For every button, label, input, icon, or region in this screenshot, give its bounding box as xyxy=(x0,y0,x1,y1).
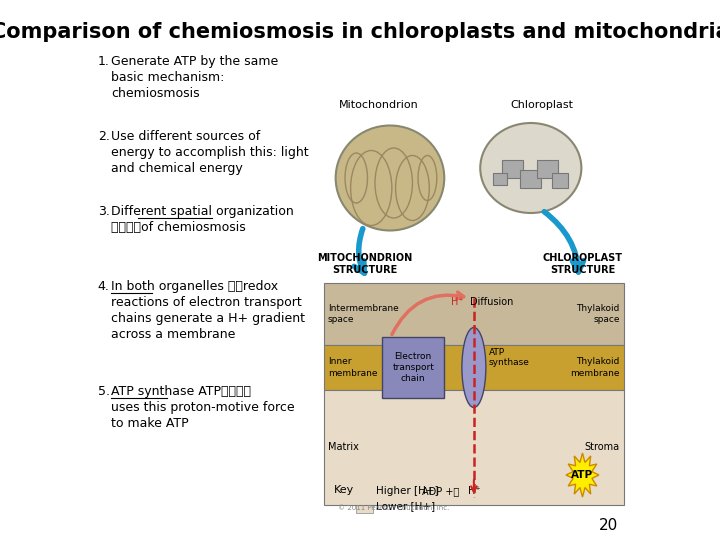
Text: Thylakoid
membrane: Thylakoid membrane xyxy=(570,357,620,377)
Text: basic mechanism:: basic mechanism: xyxy=(112,71,225,84)
Text: ADP +Ⓟ: ADP +Ⓟ xyxy=(421,486,459,496)
Bar xyxy=(537,160,558,178)
Text: energy to accomplish this: light: energy to accomplish this: light xyxy=(112,146,309,159)
Text: ATP
synthase: ATP synthase xyxy=(489,348,530,367)
Text: © 2011 Pearson Education, Inc.: © 2011 Pearson Education, Inc. xyxy=(338,505,449,511)
Bar xyxy=(520,170,541,188)
Text: CHLOROPLAST
STRUCTURE: CHLOROPLAST STRUCTURE xyxy=(542,253,623,275)
Text: H⁺: H⁺ xyxy=(467,486,480,496)
Text: Inner
membrane: Inner membrane xyxy=(328,357,377,377)
Bar xyxy=(324,283,624,345)
Bar xyxy=(324,390,624,505)
FancyArrowPatch shape xyxy=(392,292,464,334)
Text: Intermembrane
space: Intermembrane space xyxy=(328,304,399,324)
Text: Different spatial organization: Different spatial organization xyxy=(112,205,294,218)
Ellipse shape xyxy=(462,327,486,408)
Text: Mitochondrion: Mitochondrion xyxy=(339,100,418,110)
Ellipse shape xyxy=(480,123,581,213)
Bar xyxy=(493,173,507,185)
Text: Comparison of chemiosmosis in chloroplasts and mitochondria: Comparison of chemiosmosis in chloroplas… xyxy=(0,22,720,42)
Bar xyxy=(356,500,373,513)
Bar xyxy=(356,485,373,498)
Text: to make ATP: to make ATP xyxy=(112,417,189,430)
Polygon shape xyxy=(566,453,599,497)
Text: MITOCHONDRION
STRUCTURE: MITOCHONDRION STRUCTURE xyxy=(318,253,413,275)
Text: Lower [H+]: Lower [H+] xyxy=(376,501,435,511)
Text: 5.: 5. xyxy=(98,385,110,398)
Text: reactions of electron transport: reactions of electron transport xyxy=(112,296,302,309)
Text: Electron
transport
chain: Electron transport chain xyxy=(392,352,434,383)
Text: Chloroplast: Chloroplast xyxy=(510,100,574,110)
Text: 3.: 3. xyxy=(98,205,109,218)
Text: In both organelles 胞器redox: In both organelles 胞器redox xyxy=(112,280,279,293)
Text: 4.: 4. xyxy=(98,280,109,293)
Text: 20: 20 xyxy=(599,518,618,534)
Text: Higher [H+]: Higher [H+] xyxy=(376,486,438,496)
Bar xyxy=(552,173,568,188)
Text: Diffusion: Diffusion xyxy=(470,297,513,307)
Text: 2.: 2. xyxy=(98,130,109,143)
Text: Generate ATP by the same: Generate ATP by the same xyxy=(112,55,279,68)
Bar xyxy=(324,345,624,390)
Text: H⁺: H⁺ xyxy=(451,297,464,307)
Text: ATP synthase ATP合成酶：: ATP synthase ATP合成酶： xyxy=(112,385,251,398)
Text: Use different sources of: Use different sources of xyxy=(112,130,261,143)
Text: Matrix: Matrix xyxy=(328,442,359,453)
Text: and chemical energy: and chemical energy xyxy=(112,162,243,175)
Text: chains generate a H+ gradient: chains generate a H+ gradient xyxy=(112,312,305,325)
Text: chemiosmosis: chemiosmosis xyxy=(112,87,200,100)
Ellipse shape xyxy=(336,125,444,231)
Text: ATP: ATP xyxy=(572,470,593,480)
Bar xyxy=(382,337,444,398)
Bar xyxy=(503,160,523,178)
Text: uses this proton-motive force: uses this proton-motive force xyxy=(112,401,295,414)
Text: Thylakoid
space: Thylakoid space xyxy=(577,304,620,324)
Text: Stroma: Stroma xyxy=(585,442,620,453)
Text: 空間結構of chemiosmosis: 空間結構of chemiosmosis xyxy=(112,221,246,234)
Text: 1.: 1. xyxy=(98,55,109,68)
Text: across a membrane: across a membrane xyxy=(112,328,235,341)
Text: Key: Key xyxy=(334,485,354,495)
